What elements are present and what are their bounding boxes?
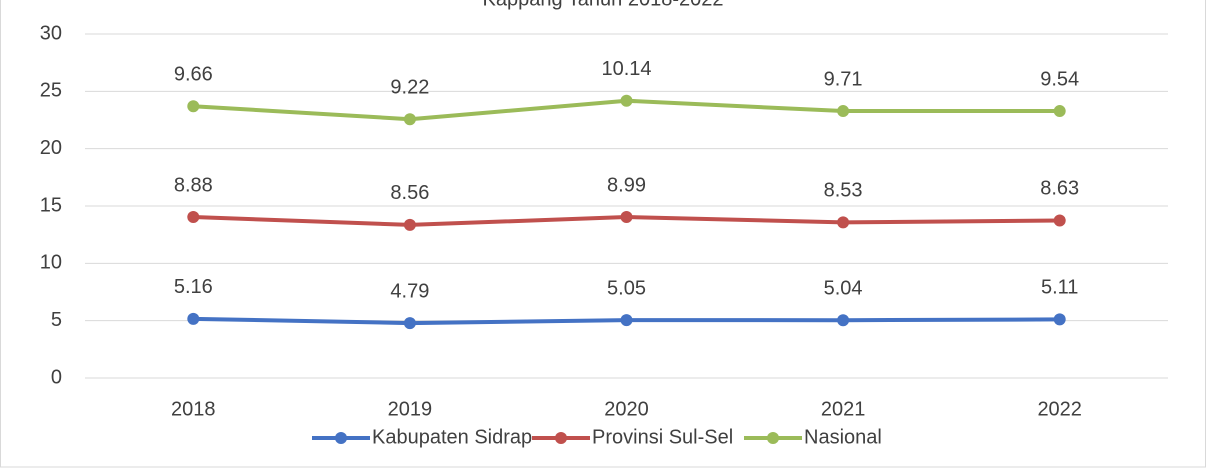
- point: [620, 94, 633, 107]
- y-tick-label: 10: [40, 252, 62, 274]
- point: [187, 211, 200, 224]
- point: [1053, 214, 1066, 227]
- point: [187, 100, 200, 113]
- point: [403, 218, 416, 231]
- point: [837, 216, 850, 229]
- y-tick-label: 0: [51, 366, 62, 388]
- data-label: 8.99: [607, 174, 646, 196]
- data-label: 5.05: [607, 277, 646, 299]
- point: [620, 314, 633, 327]
- point: [403, 113, 416, 126]
- y-tick-label: 25: [40, 80, 62, 102]
- data-label: 9.66: [174, 64, 213, 86]
- point: [1053, 313, 1066, 326]
- legend-marker: [335, 432, 347, 444]
- point: [1053, 105, 1066, 118]
- data-label: 5.11: [1041, 277, 1078, 299]
- data-label: 4.79: [390, 280, 429, 302]
- legend-marker: [767, 432, 779, 444]
- x-tick-label: 2022: [1037, 398, 1082, 420]
- y-tick-label: 15: [40, 194, 62, 216]
- y-tick-label: 30: [40, 22, 62, 44]
- data-label: 8.88: [174, 174, 213, 196]
- x-tick-label: 2021: [821, 398, 866, 420]
- data-label: 10.14: [601, 58, 651, 80]
- x-tick-label: 2018: [171, 398, 216, 420]
- data-label: 5.04: [824, 277, 863, 299]
- point: [620, 211, 633, 224]
- legend-label: Kabupaten Sidrap: [372, 426, 532, 448]
- data-label: 8.63: [1040, 178, 1079, 200]
- legend-label: Provinsi Sul-Sel: [592, 426, 733, 448]
- legend-label: Nasional: [804, 426, 882, 448]
- legend-marker: [555, 432, 567, 444]
- x-tick-label: 2020: [604, 398, 649, 420]
- chart-title: Kappang Tahun 2018-2022: [483, 0, 724, 10]
- point: [187, 312, 200, 325]
- data-label: 9.54: [1040, 68, 1079, 90]
- data-label: 5.16: [174, 276, 213, 298]
- data-label: 8.53: [824, 180, 863, 202]
- x-tick-label: 2019: [388, 398, 433, 420]
- data-label: 8.56: [390, 182, 429, 204]
- data-label: 9.22: [390, 76, 429, 98]
- point: [837, 105, 850, 118]
- point: [403, 317, 416, 330]
- data-label: 9.71: [824, 68, 863, 90]
- y-tick-label: 20: [40, 137, 62, 159]
- y-tick-label: 5: [51, 309, 62, 331]
- point: [837, 314, 850, 327]
